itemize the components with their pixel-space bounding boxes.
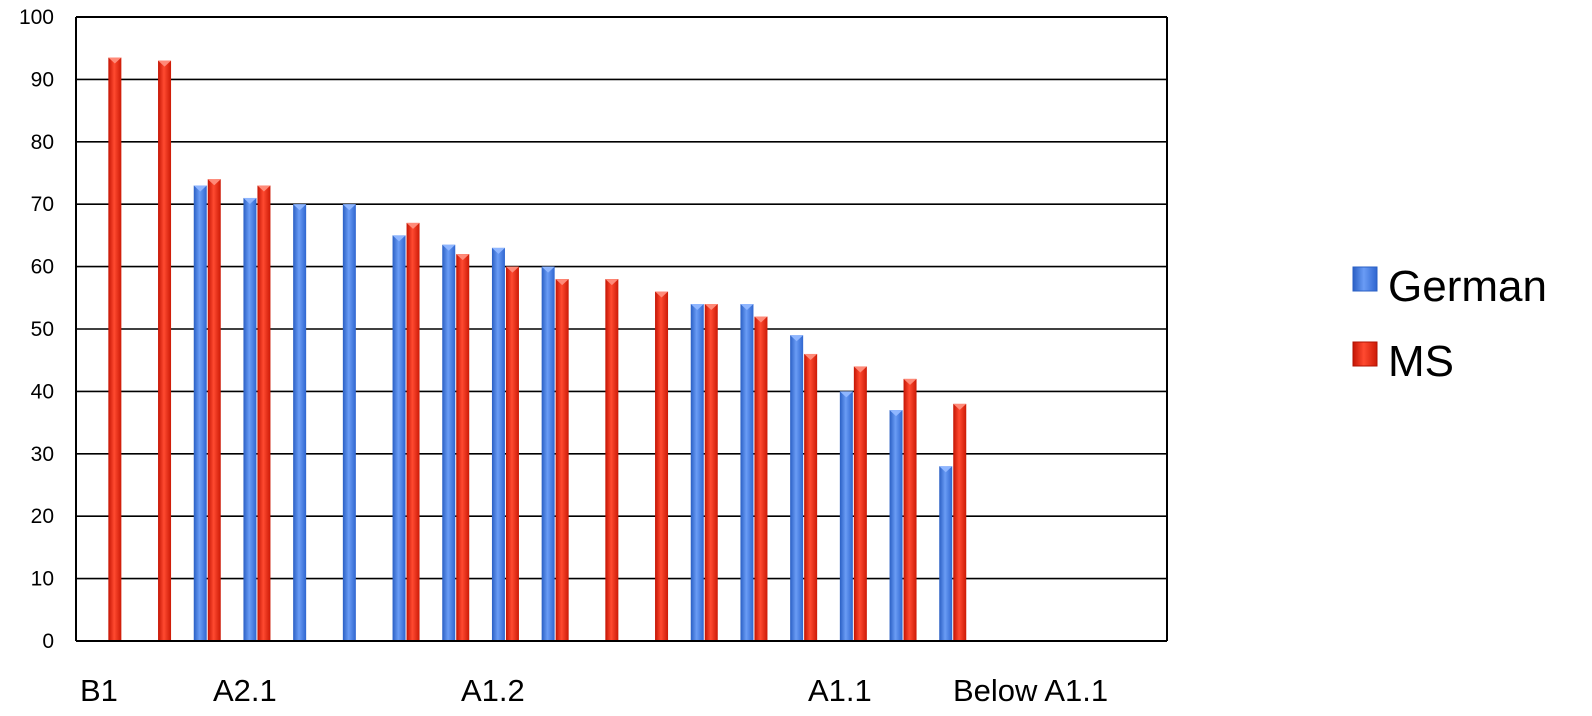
- bar-cap: [108, 57, 122, 64]
- bar-cap: [790, 335, 804, 342]
- bar-cap: [555, 279, 569, 286]
- bar-german-5: [342, 204, 356, 641]
- bar-cap: [207, 179, 221, 186]
- bar-cap: [342, 204, 356, 211]
- bar-cap: [740, 304, 754, 311]
- bar-cap: [903, 378, 917, 385]
- legend-swatch-ms: [1352, 341, 1378, 367]
- bar-cap: [491, 247, 505, 254]
- y-tick-label: 100: [19, 6, 54, 29]
- bar-cap: [889, 410, 903, 417]
- bar-german-3: [243, 197, 257, 641]
- category-label: A2.1: [213, 673, 277, 708]
- category-label: A1.2: [461, 673, 525, 708]
- bar-cap: [853, 366, 867, 373]
- bar-german-13: [740, 304, 754, 641]
- bar-ms-16: [903, 378, 917, 641]
- bar-ms-3: [257, 185, 271, 642]
- legend-label-german: German: [1388, 262, 1547, 311]
- category-label: B1: [80, 673, 118, 708]
- bar-ms-13: [754, 316, 768, 641]
- bar-ms-10: [605, 279, 619, 641]
- bar-cap: [293, 204, 307, 211]
- category-label: A1.1: [808, 673, 872, 708]
- legend-label-ms: MS: [1388, 337, 1454, 386]
- bar-german-8: [491, 247, 505, 641]
- legend-swatch-german: [1352, 266, 1378, 292]
- bar-cap: [505, 266, 519, 273]
- axes: [75, 16, 1168, 642]
- y-tick-label: 70: [31, 193, 54, 216]
- y-tick-label: 80: [31, 131, 54, 154]
- bar-cap: [953, 403, 967, 410]
- y-tick-label: 50: [31, 318, 54, 341]
- bars: [108, 57, 967, 642]
- y-tick-label: 10: [31, 568, 54, 591]
- bar-ms-6: [406, 222, 420, 642]
- bar-cap: [605, 279, 619, 286]
- bar-cap: [804, 353, 818, 360]
- legend: German MS: [1352, 262, 1547, 386]
- bar-cap: [442, 244, 456, 251]
- bar-ms-2: [207, 179, 221, 642]
- bar-ms-12: [704, 304, 718, 641]
- bar-german-12: [690, 304, 704, 641]
- bar-cap: [392, 235, 406, 242]
- bar-german-6: [392, 235, 406, 641]
- bar-german-7: [442, 244, 456, 641]
- bar-cap: [257, 185, 271, 192]
- bar-cap: [158, 60, 172, 67]
- bar-cap: [456, 254, 470, 261]
- bar-cap: [406, 222, 420, 229]
- y-tick-label: 0: [42, 630, 54, 653]
- bar-cap: [243, 197, 257, 204]
- bar-cap: [655, 291, 669, 298]
- bar-cap: [939, 466, 953, 473]
- category-labels: B1 A2.1 A1.2 A1.1 Below A1.1: [80, 673, 1108, 708]
- y-tick-label: 90: [31, 68, 54, 91]
- bar-german-2: [193, 185, 207, 642]
- gridlines: [76, 16, 1167, 642]
- y-tick-label: 40: [31, 380, 54, 403]
- y-tick-label: 60: [31, 256, 54, 279]
- bar-ms-1: [158, 60, 172, 642]
- bar-german-14: [790, 335, 804, 641]
- bar-ms-0: [108, 57, 122, 642]
- bar-cap: [690, 304, 704, 311]
- bar-german-17: [939, 466, 953, 641]
- bar-cap: [754, 316, 768, 323]
- bar-cap: [541, 266, 555, 273]
- category-label: Below A1.1: [953, 673, 1108, 708]
- bar-ms-17: [953, 403, 967, 641]
- bar-german-15: [839, 391, 853, 641]
- bar-cap: [704, 304, 718, 311]
- y-tick-label: 30: [31, 443, 54, 466]
- y-tick-labels: 0 10 20 30 40 50 60 70 80 90 100: [19, 6, 54, 653]
- y-tick-label: 20: [31, 505, 54, 528]
- bar-ms-11: [655, 291, 669, 641]
- bar-ms-8: [505, 266, 519, 641]
- bar-ms-14: [804, 353, 818, 641]
- bar-ms-15: [853, 366, 867, 641]
- bar-ms-7: [456, 254, 470, 641]
- bar-cap: [193, 185, 207, 192]
- bar-german-9: [541, 266, 555, 641]
- bar-cap: [839, 391, 853, 398]
- bar-german-16: [889, 410, 903, 641]
- bar-ms-9: [555, 279, 569, 641]
- bar-german-4: [293, 204, 307, 641]
